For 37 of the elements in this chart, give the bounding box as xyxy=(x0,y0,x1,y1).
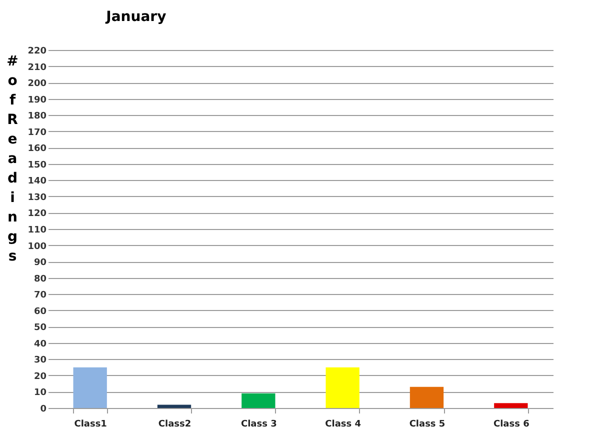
y-tick-label: 90 xyxy=(34,258,46,268)
x-tick-label: Class1 xyxy=(74,420,107,430)
y-tick-label: 140 xyxy=(28,176,46,187)
y-tick-label: 0 xyxy=(40,404,46,414)
y-tick-label: 110 xyxy=(28,226,46,236)
y-tick-label: 200 xyxy=(28,79,46,90)
y-tick-label: 130 xyxy=(28,192,46,203)
y-tick-label: 50 xyxy=(34,323,46,334)
y-tick-label: 80 xyxy=(34,274,46,284)
chart-title: January xyxy=(105,9,166,25)
bar xyxy=(157,404,192,408)
y-tick-label: 170 xyxy=(28,128,46,138)
y-tick-label: 100 xyxy=(28,242,46,252)
y-tick-label: 220 xyxy=(28,46,46,56)
bar xyxy=(326,367,360,408)
x-tick-label: Class 5 xyxy=(409,420,446,430)
bar xyxy=(73,367,107,408)
y-tick-label: 60 xyxy=(34,306,46,317)
y-tick-label: 70 xyxy=(34,290,46,301)
bar xyxy=(410,386,444,408)
y-tick-label: 180 xyxy=(28,112,46,122)
y-tick-label: 120 xyxy=(28,209,46,220)
y-tick-label: 10 xyxy=(34,388,46,398)
x-tick-label: Class2 xyxy=(158,420,192,430)
x-tick-label: Class 4 xyxy=(325,420,362,430)
x-tick-label: Class 6 xyxy=(493,420,530,430)
bar xyxy=(242,393,276,408)
x-tick-label: Class 3 xyxy=(240,420,277,430)
text: # of Readings xyxy=(6,54,18,264)
y-tick-label: 30 xyxy=(34,356,46,366)
y-tick-label: 150 xyxy=(28,160,46,170)
y-tick-label: 210 xyxy=(28,62,46,73)
y-tick-label: 190 xyxy=(28,95,46,106)
y-tick-label: 160 xyxy=(28,144,46,154)
y-tick-label: 20 xyxy=(34,372,46,382)
bar xyxy=(494,403,528,408)
y-tick-label: 40 xyxy=(34,339,46,350)
